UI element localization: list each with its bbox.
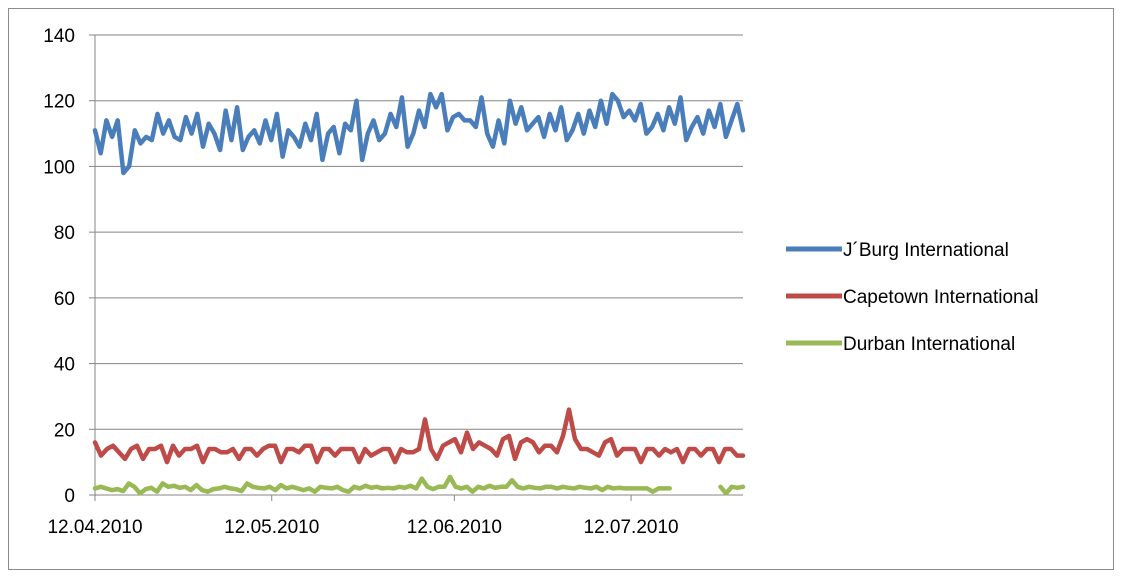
series-line-1	[92, 407, 746, 465]
y-tick-label: 120	[43, 92, 75, 113]
x-tick-label: 12.06.2010	[407, 517, 502, 538]
legend-label: Durban International	[843, 334, 1015, 355]
legend-label: Capetown International	[843, 287, 1038, 308]
chart-area	[8, 8, 1114, 570]
x-tick-label: 12.04.2010	[47, 517, 142, 538]
y-tick-label: 60	[54, 289, 75, 310]
y-tick-label: 40	[54, 355, 75, 376]
x-tick-label: 12.05.2010	[224, 517, 319, 538]
y-tick-label: 20	[54, 420, 75, 441]
y-axis-tick-labels: 0 20 40 60 80 100 120 140	[43, 26, 75, 507]
series-line-2	[92, 474, 746, 496]
x-axis-tick-labels: 12.04.2010 12.05.2010 12.06.2010 12.07.2010	[47, 517, 678, 538]
y-tick-label: 100	[43, 157, 75, 178]
y-tick-label: 0	[64, 486, 75, 507]
series-line-0	[92, 91, 746, 176]
y-tick-label: 140	[43, 26, 75, 47]
x-tick-label: 12.07.2010	[584, 517, 679, 538]
series-lines	[92, 91, 746, 496]
legend-label: J´Burg International	[843, 240, 1009, 261]
legend: J´Burg International Capetown Internation…	[786, 240, 1038, 355]
gridlines	[95, 34, 743, 430]
axes	[89, 34, 743, 501]
y-tick-label: 80	[54, 223, 75, 244]
